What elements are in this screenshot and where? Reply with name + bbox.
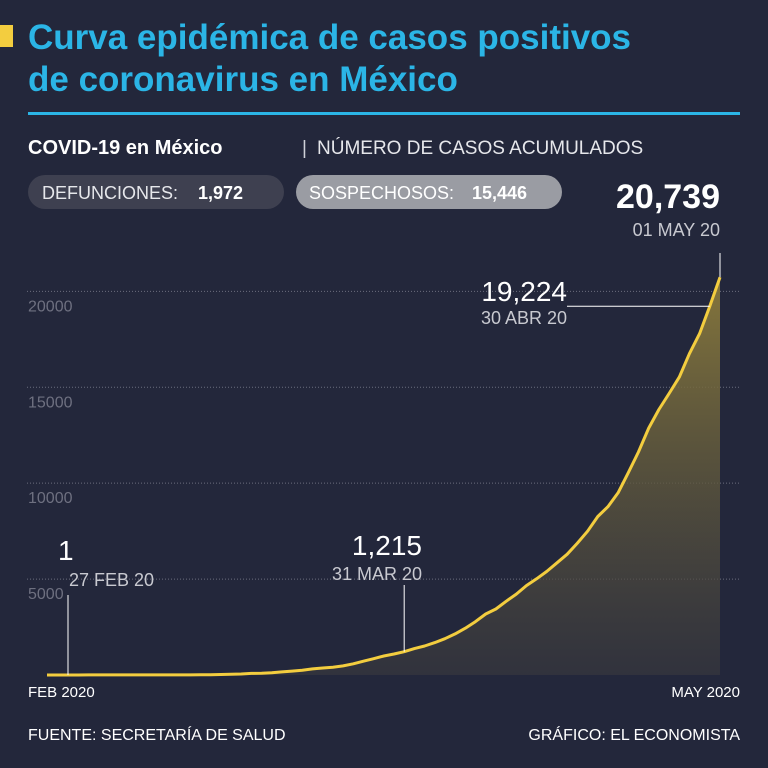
date-label: 30 ABR 20 [481, 308, 567, 328]
y-tick-label: 5000 [28, 586, 64, 603]
stat-value: 1,972 [198, 183, 243, 203]
stat-value: 15,446 [472, 183, 527, 203]
x-axis-label: FEB 2020 [28, 684, 95, 701]
stat-label: SOSPECHOSOS: [309, 183, 454, 203]
y-tick-label: 20000 [28, 298, 73, 315]
chart-title: de coronavirus en México [28, 60, 458, 99]
stat-label: DEFUNCIONES: [42, 183, 178, 203]
subtitle: COVID-19 en México [28, 137, 223, 159]
line [68, 276, 722, 677]
source: FUENTE: SECRETARÍA DE SALUD [28, 725, 286, 744]
value-label: 20,739 [616, 178, 720, 216]
chart-title: Curva epidémica de casos positivos [28, 18, 631, 57]
date-label: 31 MAR 20 [332, 564, 422, 584]
subtitle-detail: NÚMERO DE CASOS ACUMULADOS [317, 137, 643, 159]
credit: GRÁFICO: EL ECONOMISTA [528, 725, 740, 744]
y-tick-label: 10000 [28, 490, 73, 507]
subtitle-separator: | [302, 138, 307, 159]
date-label: 01 MAY 20 [633, 220, 720, 240]
x-axis-label: MAY 2020 [671, 684, 740, 701]
title-rule [28, 112, 740, 115]
y-tick-label: 15000 [28, 394, 73, 411]
date-label: 27 FEB 20 [69, 570, 154, 590]
stat-pill [296, 175, 562, 209]
value-label: 19,224 [481, 276, 567, 307]
title-marker [0, 25, 13, 47]
value-label: 1 [58, 535, 74, 566]
value-label: 1,215 [352, 530, 422, 561]
area [47, 277, 720, 675]
stat-pill [28, 175, 284, 209]
